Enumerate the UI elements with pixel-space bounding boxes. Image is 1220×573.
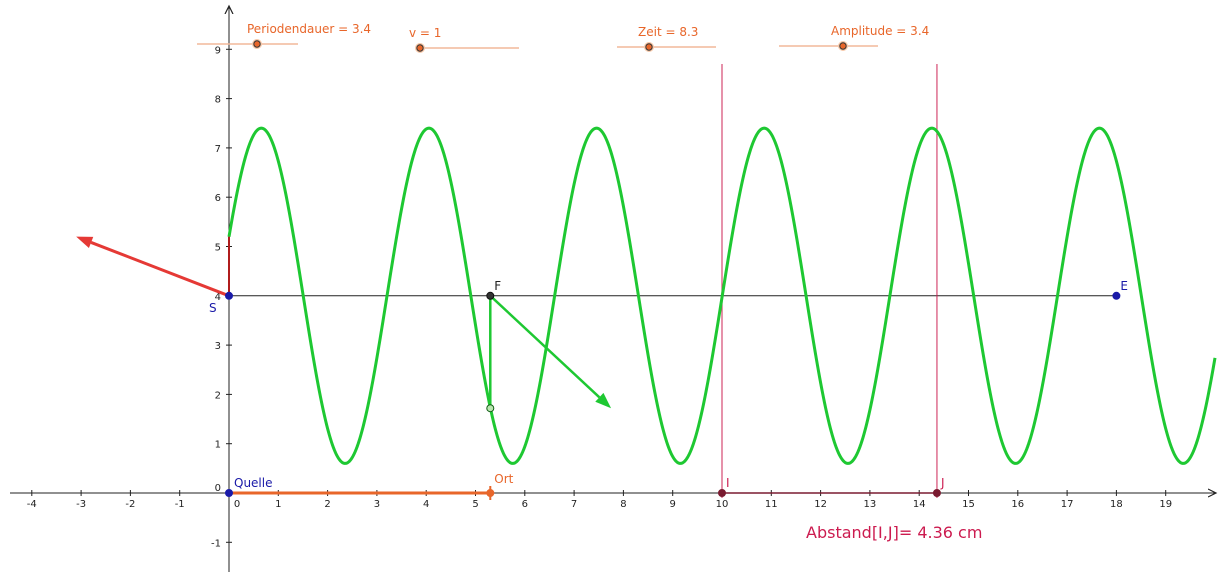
point-i-point[interactable] bbox=[718, 489, 726, 497]
sliders: Periodendauer = 3.4 v = 1 Zeit = 8.3 Amplit… bbox=[197, 22, 929, 53]
point-f-point[interactable] bbox=[486, 291, 495, 300]
point-j-label: J bbox=[940, 476, 945, 490]
point-i-label: I bbox=[726, 476, 730, 490]
x-tick-label: 16 bbox=[1011, 499, 1024, 510]
x-tick-label: 6 bbox=[522, 499, 528, 510]
point-f-label: F bbox=[494, 279, 501, 293]
x-tick-label: 17 bbox=[1061, 499, 1074, 510]
arrow-head bbox=[76, 236, 94, 249]
points: S E F Quelle Ort I J bbox=[209, 279, 1128, 497]
slider-amplitude[interactable]: Amplitude = 3.4 bbox=[779, 24, 929, 51]
x-tick-label: -1 bbox=[175, 499, 185, 510]
slider-v[interactable]: v = 1 bbox=[409, 26, 519, 53]
y-tick-label: 3 bbox=[215, 341, 221, 352]
red-vector-arrow[interactable] bbox=[76, 236, 230, 298]
slider-knob[interactable] bbox=[839, 42, 847, 50]
sine-wave-curve[interactable] bbox=[227, 126, 1217, 465]
y-tick-label: -1 bbox=[211, 538, 221, 549]
x-tick-label: 7 bbox=[571, 499, 577, 510]
x-tick-label: -3 bbox=[76, 499, 86, 510]
slider-zeit[interactable]: Zeit = 8.3 bbox=[617, 25, 716, 52]
point-s-label: S bbox=[209, 301, 217, 315]
x-tick-label: 0 bbox=[234, 499, 240, 510]
slider-label: Zeit = 8.3 bbox=[638, 25, 698, 39]
point-quelle-point[interactable] bbox=[225, 489, 233, 497]
y-tick-label: 0 bbox=[215, 483, 221, 494]
slider-periodendauer[interactable]: Periodendauer = 3.4 bbox=[197, 22, 371, 49]
x-tick-label: 1 bbox=[275, 499, 281, 510]
slider-knob[interactable] bbox=[253, 40, 261, 48]
y-tick-label: 9 bbox=[215, 45, 221, 56]
x-tick-label: 14 bbox=[913, 499, 926, 510]
x-tick-label: 19 bbox=[1159, 499, 1172, 510]
slider-label: v = 1 bbox=[409, 26, 441, 40]
x-tick-label: 2 bbox=[324, 499, 330, 510]
slider-label: Periodendauer = 3.4 bbox=[247, 22, 371, 36]
slider-knob[interactable] bbox=[416, 44, 424, 52]
x-tick-label: 12 bbox=[814, 499, 827, 510]
y-tick-label: 2 bbox=[215, 390, 221, 401]
axes: -4 -3 -2 -1 0 1 2 3 4 5 6 7 8 9 10 11 12 13 14 15 16 17 18 19-1… bbox=[10, 6, 1216, 572]
point-ort-point[interactable] bbox=[486, 489, 495, 497]
point-e-point[interactable] bbox=[1112, 291, 1121, 300]
x-tick-label: 11 bbox=[765, 499, 778, 510]
green-vector-arrow[interactable] bbox=[489, 294, 612, 409]
x-tick-label: -2 bbox=[125, 499, 135, 510]
x-tick-label: 15 bbox=[962, 499, 975, 510]
x-tick-label: 3 bbox=[374, 499, 380, 510]
arrow-head bbox=[595, 392, 612, 409]
x-tick-label: 13 bbox=[864, 499, 877, 510]
x-tick-label: 18 bbox=[1110, 499, 1123, 510]
y-tick-label: 4 bbox=[215, 292, 221, 303]
y-tick-label: 6 bbox=[215, 193, 221, 204]
point-e-label: E bbox=[1120, 279, 1128, 293]
point-s-point[interactable] bbox=[225, 291, 233, 300]
slider-label: Amplitude = 3.4 bbox=[831, 24, 929, 38]
arrow-shaft bbox=[90, 241, 230, 298]
x-tick-label: 5 bbox=[472, 499, 478, 510]
point-ort-label: Ort bbox=[494, 472, 513, 486]
point-g-point[interactable] bbox=[486, 404, 495, 413]
x-tick-label: 10 bbox=[716, 499, 729, 510]
y-tick-label: 7 bbox=[215, 144, 221, 155]
arrow-shaft bbox=[489, 294, 601, 399]
x-tick-label: 8 bbox=[620, 499, 626, 510]
point-j-point[interactable] bbox=[932, 489, 941, 497]
x-tick-label: -4 bbox=[27, 499, 37, 510]
y-tick-label: 8 bbox=[215, 95, 221, 106]
y-tick-label: 1 bbox=[215, 440, 221, 451]
x-tick-label: 9 bbox=[670, 499, 676, 510]
distance-measurement-text: Abstand[I,J]= 4.36 cm bbox=[806, 523, 982, 542]
y-tick-label: 5 bbox=[215, 243, 221, 254]
x-tick-label: 4 bbox=[423, 499, 429, 510]
point-quelle-label: Quelle bbox=[234, 476, 272, 490]
slider-knob[interactable] bbox=[645, 43, 653, 51]
